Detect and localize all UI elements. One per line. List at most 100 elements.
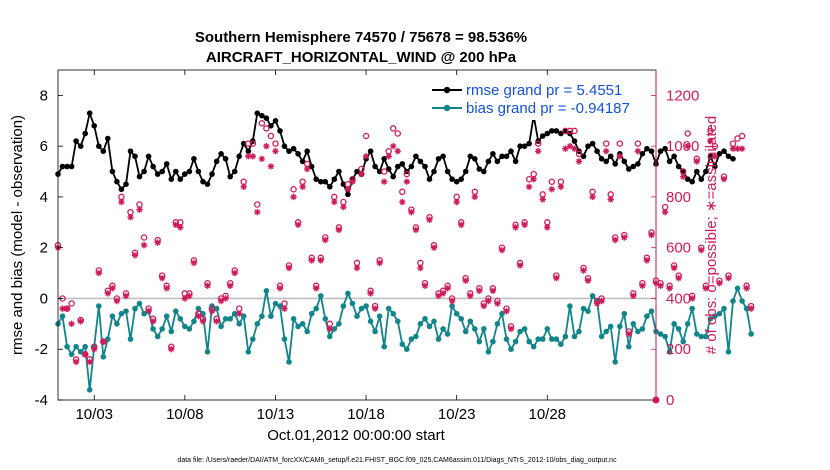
bias-point-39	[231, 310, 238, 317]
bias-point-11	[105, 336, 111, 342]
assimilated-marker-94	[480, 302, 488, 310]
rmse-point-123	[612, 161, 618, 167]
rmse-point-84	[435, 156, 442, 162]
bias-point-23	[159, 326, 165, 332]
rmse-point-101	[512, 158, 519, 165]
assimilated-marker-30	[190, 259, 198, 267]
bias-point-29	[186, 326, 193, 332]
rmse-point-45	[259, 112, 265, 119]
bias-point-147	[721, 305, 727, 312]
chart-title-line1: Southern Hemisphere 74570 / 75678 = 98.5…	[195, 29, 527, 46]
assimilated-marker-41	[240, 183, 247, 190]
bias-point-87	[449, 303, 455, 309]
assimilated-marker-136	[670, 264, 678, 272]
rmse-point-52	[290, 145, 297, 152]
assimilated-marker-81	[421, 282, 429, 289]
rmse-point-19	[141, 168, 147, 175]
possible-marker-128	[634, 140, 642, 147]
assimilated-marker-20	[145, 307, 152, 315]
rmse-point-83	[431, 168, 437, 175]
assimilated-marker-130	[643, 257, 651, 264]
rmse-point-71	[376, 168, 383, 175]
rmse-point-62	[336, 168, 342, 175]
rmse-point-122	[607, 153, 614, 160]
rmse-point-42	[245, 148, 252, 154]
x-axis-label: Oct.01,2012 00:00:00 start	[267, 427, 445, 444]
assimilated-marker-78	[408, 208, 415, 216]
bias-point-95	[485, 349, 492, 355]
bias-point-92	[472, 326, 478, 332]
rmse-point-94	[481, 168, 487, 175]
rmse-point-13	[114, 178, 120, 185]
assimilated-marker-143	[702, 285, 710, 292]
assimilated-marker-22	[154, 239, 161, 246]
rmse-point-57	[313, 176, 320, 182]
assimilated-marker-49	[276, 285, 284, 292]
assimilated-marker-13	[113, 297, 121, 305]
assimilated-marker-152	[743, 285, 750, 292]
x-tick-label-2: 10/13	[257, 406, 295, 423]
rmse-point-20	[145, 153, 152, 160]
bias-point-25	[168, 328, 175, 335]
rmse-point-149	[730, 156, 736, 162]
bias-point-138	[680, 338, 686, 345]
rmse-point-79	[413, 153, 419, 160]
possible-marker-46	[263, 125, 270, 132]
bias-point-62	[336, 321, 342, 327]
rmse-point-89	[458, 176, 465, 182]
rmse-point-1	[59, 163, 66, 170]
rmse-point-86	[444, 168, 451, 175]
rmse-point-3	[68, 163, 75, 170]
assimilated-marker-40	[236, 310, 243, 317]
assimilated-marker-19	[140, 241, 148, 249]
bias-point-31	[195, 305, 202, 312]
bias-point-64	[345, 290, 351, 297]
assimilated-marker-129	[639, 282, 646, 289]
bias-point-76	[399, 341, 406, 348]
series-layer	[55, 109, 754, 393]
rmse-point-148	[725, 153, 732, 160]
rmse-point-48	[272, 118, 279, 124]
assimilated-marker-53	[294, 221, 302, 229]
possible-marker-3	[68, 300, 75, 307]
bias-point-126	[626, 343, 632, 350]
rmse-point-53	[295, 151, 301, 157]
bias-point-35	[213, 305, 220, 312]
assimilated-marker-109	[548, 186, 556, 193]
bias-point-56	[308, 310, 315, 317]
rmse-point-139	[684, 176, 691, 182]
assimilated-marker-70	[371, 305, 379, 312]
y-left-tick-label-1: -2	[35, 341, 48, 358]
rmse-point-88	[453, 178, 460, 185]
x-tick-label-1: 10/08	[166, 406, 204, 423]
bias-point-109	[549, 336, 555, 342]
rmse-point-50	[281, 143, 288, 149]
rmse-point-90	[462, 168, 469, 175]
assimilated-marker-10	[100, 338, 107, 345]
possible-marker-48	[272, 140, 279, 147]
bias-point-121	[603, 328, 609, 335]
assimilated-marker-87	[448, 297, 456, 305]
assimilated-marker-66	[353, 264, 361, 272]
assimilated-marker-144	[707, 137, 714, 145]
y-left-tick-label-2: 0	[40, 290, 48, 307]
possible-marker-151	[738, 132, 746, 140]
assimilated-marker-120	[598, 297, 605, 305]
bias-point-46	[263, 288, 270, 294]
y-left-tick-label-3: 2	[40, 240, 48, 257]
assimilated-marker-25	[168, 346, 175, 353]
bias-point-129	[639, 326, 646, 332]
assimilated-marker-54	[299, 183, 306, 190]
rmse-point-128	[635, 161, 641, 167]
y-right-tick-label-2: 400	[666, 290, 691, 307]
bias-point-116	[580, 305, 587, 312]
bias-point-32	[200, 310, 206, 317]
rmse-point-78	[408, 163, 415, 170]
assimilated-marker-151	[738, 145, 746, 152]
assimilated-marker-97	[494, 300, 501, 307]
bias-point-36	[218, 323, 224, 330]
bias-point-14	[118, 310, 125, 317]
bias-point-16	[127, 336, 134, 342]
bias-point-90	[462, 328, 469, 335]
bias-point-1	[59, 313, 66, 320]
